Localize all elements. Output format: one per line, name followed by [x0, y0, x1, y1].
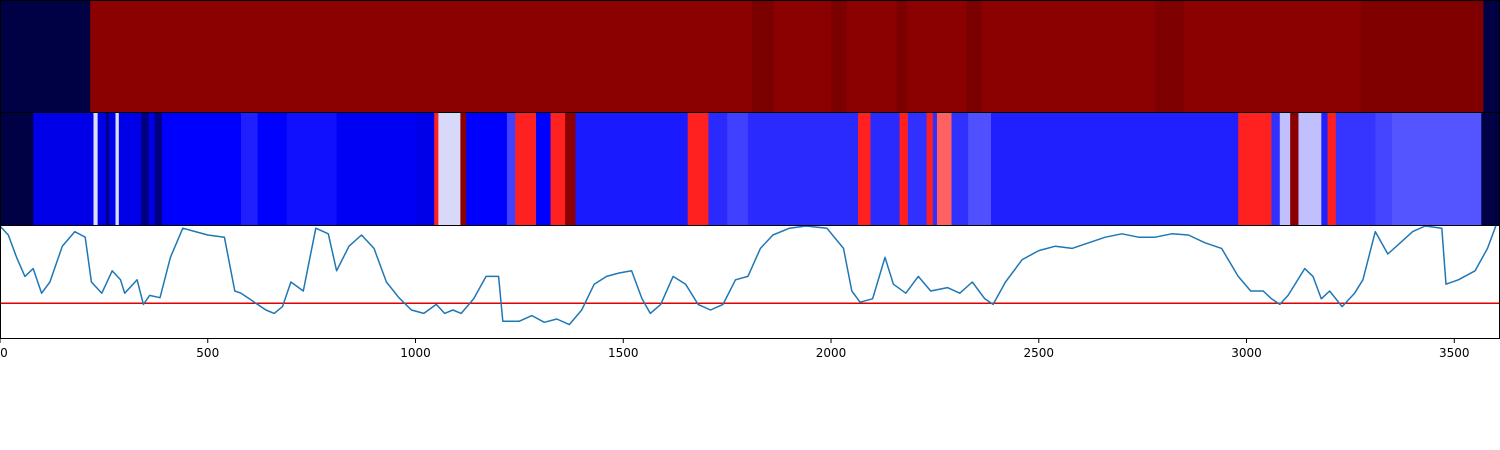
heatmap-cell	[1155, 1, 1185, 112]
heatmap-cell	[1321, 113, 1328, 225]
heatmap-cell	[1238, 113, 1272, 225]
heatmap-cell	[870, 113, 900, 225]
heatmap-cell	[575, 113, 689, 225]
heatmap-cell	[506, 113, 516, 225]
heatmap-cell	[536, 113, 551, 225]
x-tick-label: 3500	[1439, 346, 1470, 360]
heatmap-cell	[1483, 1, 1500, 112]
heatmap-cell	[727, 113, 749, 225]
heatmap-cell	[515, 113, 537, 225]
heatmap-cell	[1335, 113, 1376, 225]
heatmap-cell	[162, 113, 242, 225]
heatmap-cell	[896, 1, 908, 112]
heatmap-cell	[846, 1, 898, 112]
x-tick-label: 0	[0, 346, 8, 360]
x-tick-label: 2500	[1024, 346, 1055, 360]
heatmap-cell	[990, 113, 1239, 225]
heatmap-cell	[460, 113, 467, 225]
series-line	[0, 225, 1497, 326]
heatmap-cell	[858, 113, 871, 225]
heatmap-cell	[90, 1, 753, 112]
heatmap-cell	[1375, 113, 1393, 225]
x-tick-label: 1000	[400, 346, 431, 360]
heatmap-cell	[154, 113, 163, 225]
heatmap-cell	[907, 113, 927, 225]
x-tick-label: 500	[196, 346, 219, 360]
heatmap-cell	[1279, 113, 1291, 225]
heatmap-cell	[141, 113, 150, 225]
heatmap-cell	[33, 113, 94, 225]
x-tick-label: 3000	[1231, 346, 1262, 360]
heatmap-cell	[773, 1, 832, 112]
heatmap-cell	[115, 113, 120, 225]
heatmap-cell	[936, 113, 952, 225]
line-panel-background	[0, 226, 1500, 338]
heatmap-cell	[708, 113, 728, 225]
x-tick-label: 2000	[816, 346, 847, 360]
heatmap-cell	[1327, 113, 1337, 225]
heatmap-cell	[1184, 1, 1362, 112]
heatmap-cell	[97, 113, 107, 225]
heatmap-cell	[951, 113, 969, 225]
heatmap-cell	[926, 113, 934, 225]
heatmap-cell	[257, 113, 288, 225]
heatmap-cell	[148, 113, 155, 225]
line-panel	[0, 225, 1500, 339]
heatmap-cell	[550, 113, 556, 225]
x-tick-label: 1500	[608, 346, 639, 360]
heatmap-cell	[565, 113, 576, 225]
heatmap-cell	[554, 113, 566, 225]
heatmap-cell	[1290, 113, 1299, 225]
heatmap-cell	[752, 1, 775, 112]
heatmap-cell	[466, 113, 508, 225]
heatmap-cell	[118, 113, 142, 225]
heatmap-cell	[286, 113, 337, 225]
heatmap-cell	[0, 1, 91, 112]
heatmap-cell	[932, 113, 938, 225]
heatmap-strip-middle	[0, 112, 1500, 226]
heatmap-cell	[415, 113, 435, 225]
heatmap-cell	[1271, 113, 1281, 225]
heatmap-cell	[906, 1, 967, 112]
heatmap-cell	[831, 1, 848, 112]
x-axis: 0 500 1000 1500 2000 2500 3000 3500	[0, 338, 1470, 360]
heatmap-cell	[438, 113, 461, 225]
heatmap-cell	[1360, 1, 1484, 112]
heatmap-cell	[1298, 113, 1322, 225]
heatmap-cell	[687, 113, 709, 225]
heatmap-cell	[105, 113, 110, 225]
heatmap-cell	[108, 113, 116, 225]
heatmap-cell	[1391, 113, 1482, 225]
heatmap-cell	[981, 1, 1156, 112]
heatmap-cell	[899, 113, 909, 225]
heatmap-cell	[240, 113, 259, 225]
heatmap-cell	[0, 113, 34, 225]
heatmap-cell	[1481, 113, 1500, 225]
heatmap-cell	[747, 113, 859, 225]
heatmap-cell	[93, 113, 99, 225]
heatmap-cell	[336, 113, 416, 225]
heatmap-strip-top	[0, 0, 1500, 113]
heatmap-cell	[966, 1, 982, 112]
heatmap-cell	[434, 113, 439, 225]
heatmap-cell	[968, 113, 992, 225]
